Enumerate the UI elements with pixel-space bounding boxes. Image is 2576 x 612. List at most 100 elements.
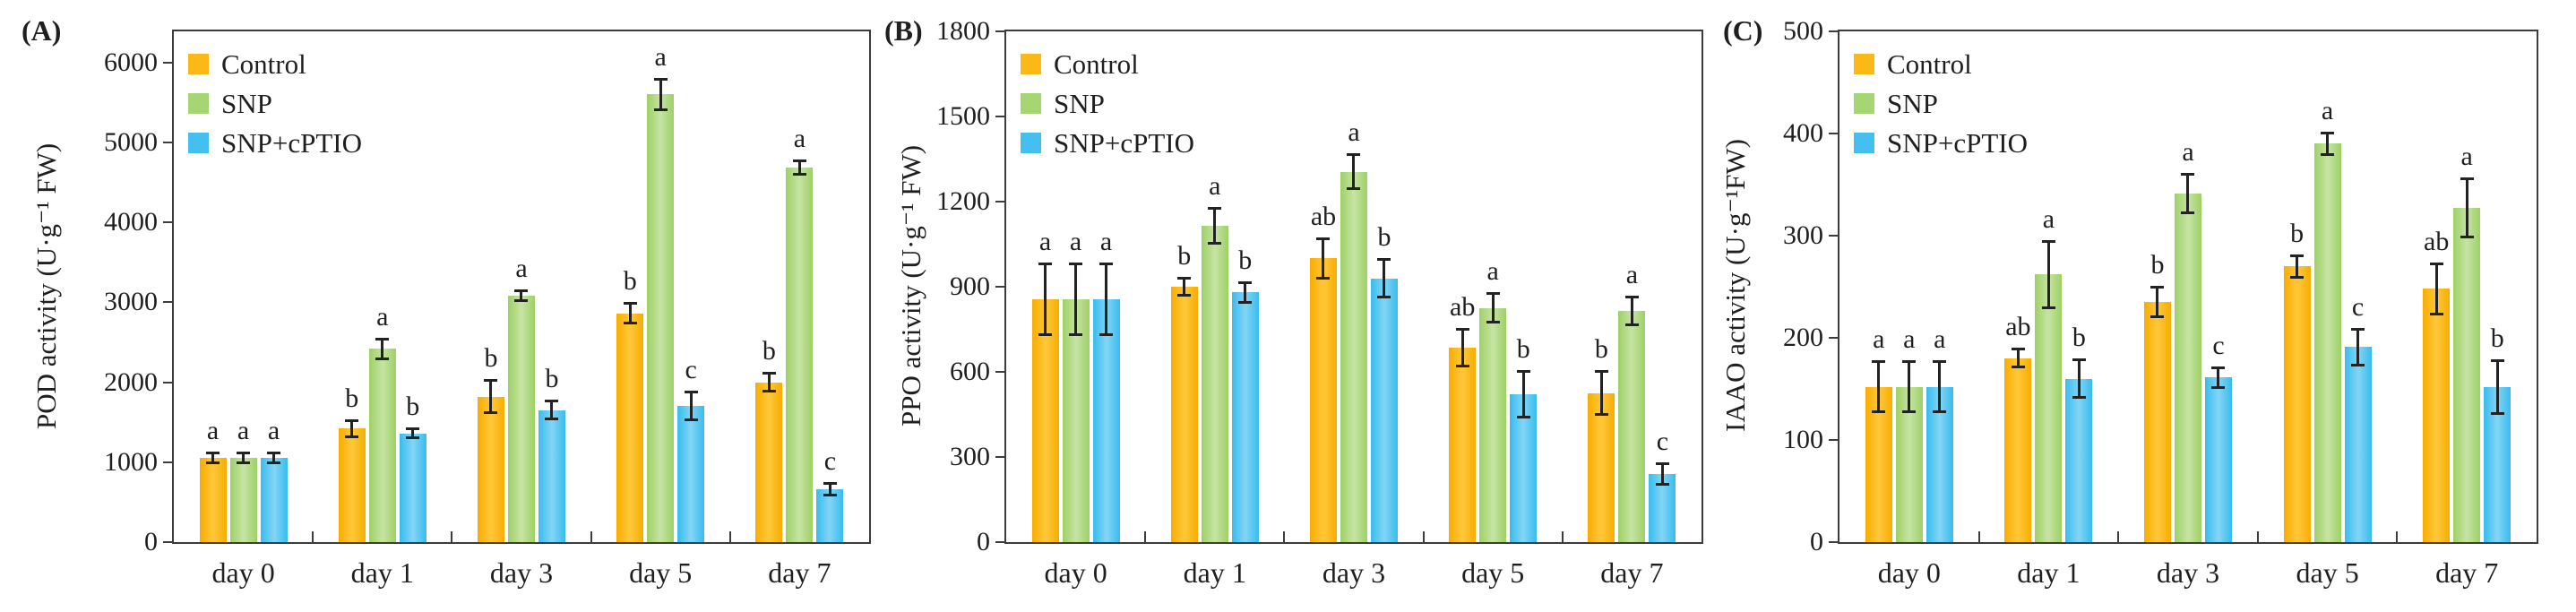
significance-letter: b [2072, 322, 2086, 352]
error-bar [1322, 237, 1325, 280]
significance-letter: ab [1450, 291, 1476, 322]
legend-swatch-cptio [188, 132, 209, 153]
significance-letter: a [793, 123, 806, 153]
bar-control [199, 458, 227, 542]
error-bar-cap-top [1347, 153, 1361, 157]
error-bar-cap-top [2072, 358, 2086, 361]
bar-cptio [2065, 378, 2093, 542]
bar-group: ab a b [1979, 31, 2119, 542]
y-axis-tick-label: 3000 [104, 287, 158, 317]
bar-slot: b [1588, 31, 1615, 542]
error-bar [1213, 207, 1217, 245]
panel-a-plot-area: 0 1000 2000 3000 4000 5000 6000 a a a day 0 b a b day … [104, 30, 871, 589]
error-bar [411, 427, 415, 439]
x-axis-category-label: day 1 [1183, 556, 1246, 589]
error-bar [242, 452, 246, 465]
y-axis-tick-label: 0 [1810, 527, 1823, 556]
bar-snp [1062, 299, 1090, 542]
bar-slot: a [1201, 31, 1228, 542]
error-bar [1908, 360, 1911, 414]
bar-cptio [1510, 394, 1538, 542]
error-bar-cap-top [514, 289, 529, 293]
error-bar-cap-bottom [406, 435, 420, 439]
error-bar [1938, 360, 1942, 414]
error-bar-cap-bottom [1347, 187, 1361, 191]
bar-slot: c [2204, 31, 2232, 542]
y-axis-tick-label: 0 [977, 527, 990, 556]
error-bar [2077, 358, 2081, 400]
error-bar-cap-top [684, 391, 698, 394]
significance-letter: a [1209, 171, 1221, 202]
significance-letter: b [406, 392, 420, 422]
bar-snp [1201, 225, 1228, 542]
legend-item-cptio: SNP+cPTIO [1854, 123, 2028, 162]
bar-slot: a [1618, 31, 1646, 542]
error-bar-cap-bottom [2321, 153, 2335, 157]
error-bar-cap-top [1069, 263, 1083, 266]
panel-a: (A) POD activity (U·g⁻¹ FW) 0 1000 2000 300… [0, 0, 874, 612]
y-axis-tick-label: 4000 [104, 207, 158, 237]
bar-slot: b [2143, 31, 2171, 542]
x-axis-category-label: day 3 [489, 556, 554, 589]
legend-item-snp: SNP [1854, 83, 2028, 123]
y-axis-tick [1829, 133, 1839, 134]
bar-control [477, 396, 504, 542]
legend-swatch-snp [188, 92, 209, 114]
y-axis-tick [995, 371, 1006, 373]
bar-slot: a [229, 31, 257, 542]
error-bar-cap-top [345, 418, 359, 422]
x-axis-category-label: day 0 [211, 556, 275, 589]
bar-group: b a c [2258, 31, 2398, 542]
y-axis-tick [163, 142, 174, 143]
bar-slot: a [647, 31, 675, 542]
bar-control [1170, 287, 1198, 542]
bar-group: ab a b [1424, 31, 1563, 542]
significance-letter: a [206, 416, 220, 446]
panel-b-y-axis-title: PPO activity (U·g⁻¹ FW) [895, 144, 926, 427]
error-bar [2016, 348, 2020, 369]
significance-letter: b [1516, 334, 1530, 365]
error-bar-cap-top [1038, 263, 1053, 266]
bar-slot: a [260, 31, 288, 542]
panel-b-label: (B) [884, 14, 923, 47]
panel-a-label: (A) [22, 14, 62, 47]
error-bar [1105, 263, 1108, 337]
significance-letter: c [1656, 427, 1669, 457]
error-bar-cap-bottom [2150, 315, 2165, 319]
error-bar-cap-top [2429, 262, 2443, 265]
legend-swatch-snp [1854, 92, 1874, 114]
error-bar-cap-bottom [1238, 301, 1253, 304]
bar-snp [647, 94, 675, 542]
error-bar-cap-bottom [1655, 482, 1669, 486]
error-bar-cap-top [653, 77, 668, 81]
error-bar-cap-bottom [375, 357, 390, 360]
legend-label: Control [1887, 47, 1972, 80]
error-bar-cap-top [2041, 239, 2055, 243]
y-axis-tick-label: 1200 [936, 186, 990, 216]
significance-letter: a [1038, 227, 1052, 257]
error-bar-cap-bottom [653, 108, 668, 112]
error-bar-cap-top [1655, 462, 1669, 466]
error-bar [2217, 366, 2220, 389]
error-bar [272, 452, 276, 465]
error-bar-cap-top [1933, 360, 1947, 364]
significance-letter: b [2490, 323, 2504, 353]
error-bar-cap-bottom [684, 418, 698, 422]
error-bar-cap-top [2211, 366, 2226, 369]
error-bar [1599, 370, 1603, 417]
error-bar-cap-top [1377, 258, 1391, 262]
y-axis-tick [1829, 439, 1839, 441]
error-bar-cap-bottom [1516, 416, 1530, 419]
bar-group: b a c [1563, 31, 1702, 542]
bar-control [1588, 392, 1615, 542]
bar-group: b a b [313, 31, 452, 542]
error-bar-cap-bottom [1208, 241, 1222, 245]
error-bar-cap-top [2490, 358, 2504, 362]
error-bar-cap-bottom [1099, 333, 1114, 337]
error-bar [1460, 327, 1464, 368]
error-bar [2296, 254, 2299, 279]
error-bar [1044, 263, 1047, 337]
